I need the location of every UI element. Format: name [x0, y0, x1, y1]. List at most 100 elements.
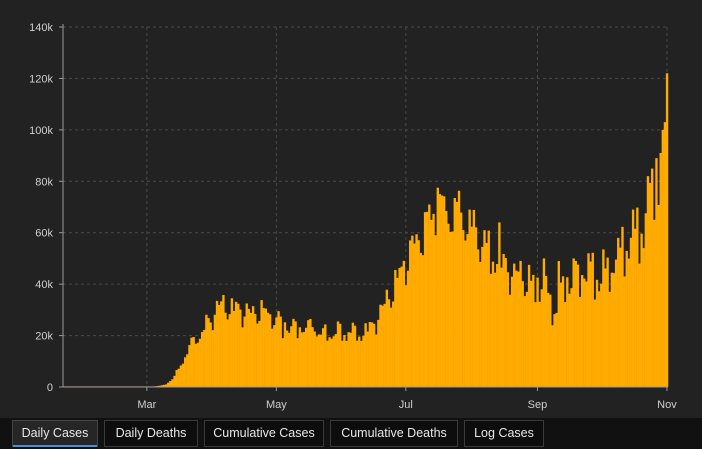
bar: [177, 368, 181, 387]
bar: [585, 281, 588, 387]
bar: [319, 334, 323, 387]
bar: [574, 260, 577, 387]
bar: [536, 277, 539, 387]
bar: [156, 385, 159, 387]
tab-daily-deaths[interactable]: Daily Deaths: [104, 420, 198, 447]
bar: [602, 249, 605, 387]
tab-cumulative-deaths[interactable]: Cumulative Deaths: [330, 420, 458, 447]
bar: [254, 314, 257, 387]
tab-daily-cases[interactable]: Daily Cases: [12, 420, 98, 447]
bar: [258, 321, 261, 387]
bar: [167, 382, 170, 387]
bar: [271, 328, 274, 387]
bar: [434, 235, 437, 387]
x-tick-label: May: [266, 399, 287, 411]
bar: [409, 240, 412, 387]
tab-cumulative-cases[interactable]: Cumulative Cases: [204, 420, 324, 447]
bar: [241, 327, 244, 387]
bar: [245, 303, 248, 387]
bar: [230, 298, 234, 387]
bar: [623, 276, 626, 387]
bar: [209, 322, 212, 387]
bar: [179, 365, 183, 387]
bar: [523, 296, 527, 387]
bar: [213, 314, 217, 387]
bar: [190, 337, 193, 387]
bar: [309, 318, 312, 387]
bar: [162, 384, 166, 387]
y-tick-label: 20k: [35, 331, 53, 343]
bar: [273, 325, 276, 387]
bar: [481, 246, 484, 387]
bar: [631, 209, 635, 387]
bar: [345, 340, 348, 387]
bar: [186, 354, 189, 387]
bar: [553, 314, 556, 387]
bar: [296, 338, 299, 387]
bar: [566, 277, 569, 387]
bar: [290, 326, 293, 387]
bar: [207, 318, 210, 387]
bar: [525, 291, 529, 387]
bar: [370, 322, 374, 387]
bar: [619, 247, 622, 387]
bar: [285, 330, 289, 387]
bar: [328, 337, 331, 387]
bar: [483, 230, 486, 387]
bar: [559, 282, 563, 387]
bar: [561, 276, 565, 387]
bar: [659, 153, 662, 387]
bar: [476, 249, 480, 387]
bar: [402, 260, 406, 387]
y-tick-labels: 0 20k 40k 60k 80k 100k 120k 140k: [29, 22, 63, 394]
tab-log-cases[interactable]: Log Cases: [464, 420, 544, 447]
bar: [260, 300, 263, 387]
bar: [364, 323, 367, 387]
bar: [445, 211, 448, 387]
bar: [256, 323, 259, 387]
y-tick-label: 120k: [29, 73, 53, 85]
bar: [198, 338, 202, 387]
bar: [169, 381, 172, 387]
bar: [377, 319, 380, 387]
bar: [164, 384, 168, 387]
bar: [203, 329, 206, 387]
bar: [158, 385, 161, 387]
bar: [466, 234, 469, 387]
bar: [228, 314, 231, 387]
bar: [226, 319, 229, 387]
bar: [239, 309, 242, 387]
bar: [493, 272, 497, 387]
bar: [521, 281, 524, 387]
bar: [506, 272, 510, 387]
bar: [324, 324, 327, 387]
bar: [440, 195, 444, 387]
bar: [423, 212, 427, 387]
bar: [498, 222, 501, 387]
bar: [196, 342, 200, 387]
y-tick-label: 0: [47, 382, 53, 394]
bar: [277, 311, 280, 387]
bar: [379, 304, 382, 387]
bar: [474, 227, 478, 387]
bar: [534, 302, 537, 387]
bar: [220, 301, 223, 387]
bar: [264, 308, 268, 387]
bar: [366, 331, 369, 387]
bar: [321, 328, 325, 387]
bar: [438, 194, 442, 387]
bar: [629, 237, 633, 387]
bar: [557, 261, 560, 387]
bar: [411, 235, 414, 387]
bar: [347, 332, 350, 387]
bar: [479, 261, 482, 387]
bar: [192, 337, 195, 387]
bar: [175, 370, 178, 387]
bar: [653, 219, 656, 387]
bar: [294, 321, 297, 387]
bar: [597, 291, 601, 387]
bar: [268, 314, 272, 387]
bar: [341, 340, 344, 387]
bar: [634, 228, 637, 387]
bar: [517, 271, 520, 387]
